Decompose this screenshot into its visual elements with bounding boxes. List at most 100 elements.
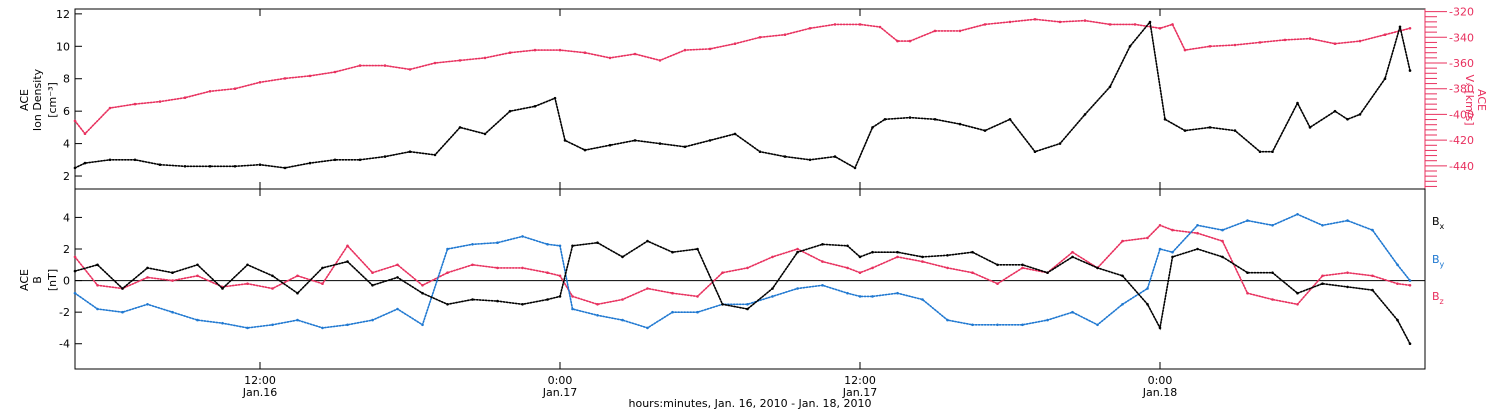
y2-tick-label: -380: [1449, 83, 1474, 96]
bx-series-point: [821, 243, 824, 246]
bx-series-point: [921, 255, 924, 259]
by-series-point: [371, 318, 374, 322]
vx-series-point: [1158, 27, 1162, 30]
by-series-point: [571, 307, 574, 311]
vx-series-point: [683, 48, 687, 52]
bz-series-point: [1321, 274, 1324, 278]
vx-series-point: [433, 61, 437, 65]
ion-density-series-point: [563, 139, 567, 142]
bz-series-point: [821, 260, 824, 263]
vx-series-point: [1108, 23, 1112, 26]
bz-series-point: [621, 298, 624, 301]
ion-density-velocity-panel: 2 4 6 8 10 12 -440 -420 -400 -380 -360 -340 -320 AC…: [18, 6, 1488, 190]
vx-series-point: [508, 51, 512, 54]
by-series-point: [896, 291, 899, 295]
ion-density-series-point: [783, 155, 787, 158]
by-series-point: [396, 307, 399, 311]
by-series-point: [1371, 228, 1374, 232]
y2-tick-label: -360: [1449, 57, 1474, 70]
bz-series-point: [571, 295, 574, 298]
bz-series-point: [471, 263, 474, 267]
by-series-point: [846, 291, 849, 295]
vx-series-point: [808, 27, 812, 30]
by-series-point: [346, 323, 349, 327]
bz-series-point: [1221, 239, 1224, 243]
bx-series-point: [846, 244, 849, 248]
ion-density-series-point: [983, 129, 987, 132]
vx-series-point: [958, 29, 962, 33]
bz-series-point: [346, 244, 349, 248]
by-series-point: [946, 318, 949, 322]
bz-series-point: [496, 266, 499, 270]
vx-series-point: [1058, 20, 1062, 24]
vx-series-point: [208, 90, 212, 93]
bz-series-point: [721, 271, 724, 275]
bz-series-point: [696, 295, 699, 298]
ion-density-series-point: [708, 139, 712, 142]
bx-series-point: [471, 298, 474, 301]
vx-series-point: [1383, 33, 1387, 36]
vx-series-point: [633, 52, 637, 56]
bx-series-point: [171, 271, 174, 275]
y2-tick-label: -320: [1449, 6, 1474, 19]
bx-series-point: [1196, 247, 1199, 251]
y-tick-label: 2: [63, 170, 70, 183]
ion-density-series-point: [908, 116, 912, 119]
by-series-line: [74, 213, 1411, 329]
bz-series-point: [1021, 266, 1024, 270]
bz-series-point: [1246, 291, 1249, 295]
bottom-left-label-line1: ACE: [18, 269, 31, 291]
by-series-point: [1271, 224, 1274, 227]
vx-series-point: [108, 106, 112, 110]
vx-series-point: [1133, 23, 1137, 26]
ion-density-series-point: [871, 126, 874, 129]
vx-series-point: [1308, 37, 1312, 40]
vx-series-point: [258, 81, 262, 84]
bz-series-point: [1171, 228, 1174, 232]
vx-series-point: [1408, 27, 1412, 30]
bottom-series-group: [73, 213, 1412, 346]
bx-series-point: [1071, 255, 1074, 259]
bz-series-point: [1071, 250, 1074, 254]
by-series-point: [121, 310, 124, 314]
vx-series-point: [1083, 19, 1087, 22]
ion-density-series-point: [73, 166, 77, 170]
vx-series-point: [73, 119, 77, 123]
bz-series-point: [146, 276, 149, 279]
bx-series-point: [1271, 271, 1274, 275]
top-panel-frame: [74, 8, 1426, 190]
bz-series-point: [421, 284, 424, 287]
by-series-point: [146, 303, 149, 306]
vx-series-point: [878, 25, 882, 29]
by-series-point: [446, 247, 449, 251]
bx-series-point: [1296, 291, 1299, 295]
y2-tick-label: -440: [1449, 160, 1474, 173]
by-series-point: [696, 310, 699, 314]
bx-series-point: [946, 254, 949, 257]
by-series-point: [1246, 219, 1249, 222]
bz-series-point: [396, 263, 399, 267]
bx-series-point: [796, 250, 799, 254]
top-right-label-line1: ACE: [1475, 89, 1488, 111]
y-tick-label: 12: [56, 8, 70, 21]
ion-density-series-point: [608, 143, 612, 147]
bx-series-point: [496, 299, 499, 303]
by-series-point: [1346, 219, 1349, 222]
bx-series-point: [271, 274, 274, 278]
vx-series-point: [283, 77, 287, 80]
ion-density-series-point: [533, 105, 537, 108]
bx-series-point: [1146, 303, 1149, 306]
vx-series-point: [933, 29, 937, 33]
bx-series-line: [74, 240, 1411, 345]
by-series-point: [921, 298, 924, 301]
by-series-point: [746, 303, 749, 306]
top-left-label-line2: Ion Density: [31, 68, 44, 131]
bx-series-point: [196, 263, 199, 267]
ion-density-series-point: [1148, 20, 1152, 24]
vx-series-point: [733, 42, 737, 45]
ion-density-series-point: [433, 153, 437, 157]
bx-series-point: [446, 303, 449, 306]
bz-series-point: [1271, 298, 1274, 301]
bx-series-point: [621, 255, 624, 259]
by-series-point: [1071, 310, 1074, 314]
